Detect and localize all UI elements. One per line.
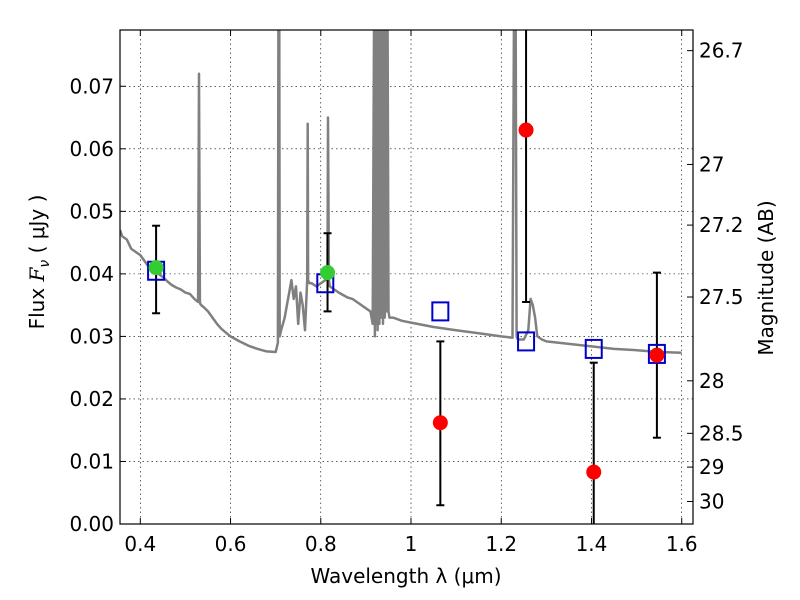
- y-tick-label: 0.02: [69, 387, 114, 411]
- model-point-square: [584, 338, 603, 359]
- observed-points: [148, 122, 665, 480]
- y-axis-label: Flux Fν ( μJy ): [25, 195, 53, 330]
- x-tick-label: 1.2: [485, 532, 517, 556]
- y-tick-label: 0.04: [69, 262, 114, 286]
- y-tick-label: 0.06: [69, 137, 114, 161]
- mag-tick-label: 26.7: [699, 39, 744, 63]
- observed-point: [586, 464, 602, 480]
- observed-point: [649, 347, 665, 363]
- x-tick-label: 0.8: [305, 532, 337, 556]
- model-point-square: [517, 331, 536, 352]
- y-tick-label: 0.00: [69, 512, 114, 536]
- observed-point: [320, 265, 336, 281]
- observed-point: [432, 415, 448, 431]
- mag-tick-label: 29: [699, 455, 724, 479]
- y-tick-label: 0.03: [69, 324, 114, 348]
- observed-point: [518, 122, 534, 138]
- axis-ticks: 0.4 0.6 0.8 1 1.2 1.4 1.6 0.00 0.01 0.02 0.03 0.04 0…: [69, 30, 744, 556]
- observed-point: [148, 260, 164, 276]
- y-tick-label: 0.07: [69, 74, 114, 98]
- mag-tick-label: 28: [699, 369, 724, 393]
- x-axis-label: Wavelength λ (μm): [310, 564, 501, 588]
- y-tick-label: 0.05: [69, 199, 114, 223]
- x-tick-label: 1.6: [666, 532, 698, 556]
- y2-axis-label: Magnitude (AB): [754, 200, 778, 355]
- mag-tick-label: 27.5: [699, 285, 744, 309]
- x-tick-label: 0.4: [124, 532, 156, 556]
- y-tick-label: 0.01: [69, 449, 114, 473]
- x-tick-label: 1: [405, 532, 418, 556]
- spectrum-line: [120, 30, 682, 354]
- spectrum-layer: [120, 30, 682, 354]
- model-point-square: [431, 301, 450, 322]
- mag-tick-label: 27.2: [699, 213, 744, 237]
- model-point-square: [647, 343, 666, 364]
- x-tick-label: 0.6: [215, 532, 247, 556]
- x-tick-label: 1.4: [576, 532, 608, 556]
- mag-tick-label: 27: [699, 152, 724, 176]
- plot-frame: [119, 29, 694, 525]
- mag-tick-label: 28.5: [699, 421, 744, 445]
- mag-tick-label: 30: [699, 489, 724, 513]
